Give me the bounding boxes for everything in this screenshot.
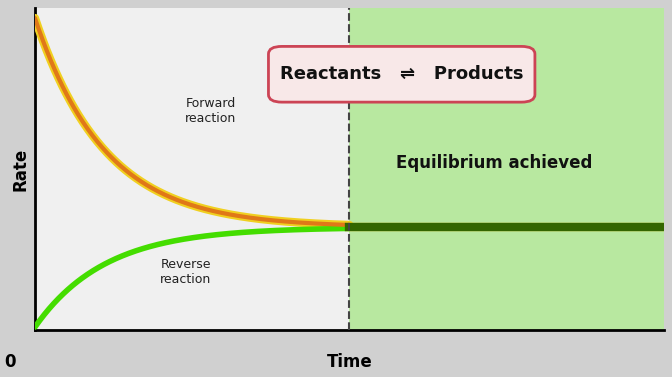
Text: Forward
reaction: Forward reaction — [185, 97, 237, 126]
Text: Reactants   ⇌   Products: Reactants ⇌ Products — [280, 65, 523, 83]
Y-axis label: Rate: Rate — [11, 148, 30, 191]
Text: Reverse
reaction: Reverse reaction — [160, 258, 212, 287]
Bar — [349, 8, 664, 330]
X-axis label: Time: Time — [327, 353, 372, 371]
Text: Equilibrium achieved: Equilibrium achieved — [396, 154, 592, 172]
Text: 0: 0 — [4, 353, 15, 371]
